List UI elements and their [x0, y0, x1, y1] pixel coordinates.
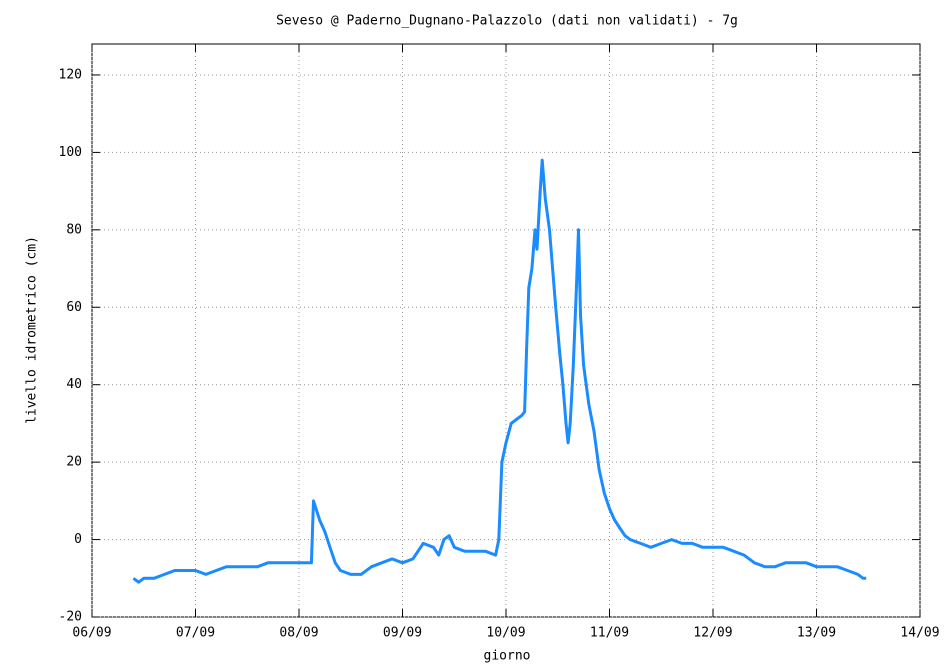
- x-tick-label: 08/09: [279, 626, 318, 641]
- x-tick-label: 14/09: [900, 626, 939, 641]
- x-tick-label: 12/09: [693, 626, 732, 641]
- y-tick-label: 120: [59, 67, 82, 82]
- data-line: [132, 158, 867, 584]
- x-tick-label: 06/09: [72, 626, 111, 641]
- x-tick-label: 13/09: [797, 626, 836, 641]
- y-axis-label: livello idrometrico (cm): [25, 236, 40, 424]
- y-tick-label: -20: [59, 610, 82, 625]
- x-axis-label: giorno: [484, 649, 531, 664]
- x-tick-label: 10/09: [486, 626, 525, 641]
- x-tick-label: 07/09: [176, 626, 215, 641]
- y-tick-label: 20: [66, 455, 82, 470]
- chart-title: Seveso @ Paderno_Dugnano-Palazzolo (dati…: [276, 14, 738, 29]
- plot-frame: [91, 43, 921, 618]
- y-tick-label: 0: [74, 532, 82, 547]
- x-tick-label: 09/09: [383, 626, 422, 641]
- y-tick-label: 80: [66, 222, 82, 237]
- y-tick-label: 60: [66, 300, 82, 315]
- y-tick-label: 40: [66, 377, 82, 392]
- x-tick-label: 11/09: [590, 626, 629, 641]
- y-tick-label: 100: [59, 145, 82, 160]
